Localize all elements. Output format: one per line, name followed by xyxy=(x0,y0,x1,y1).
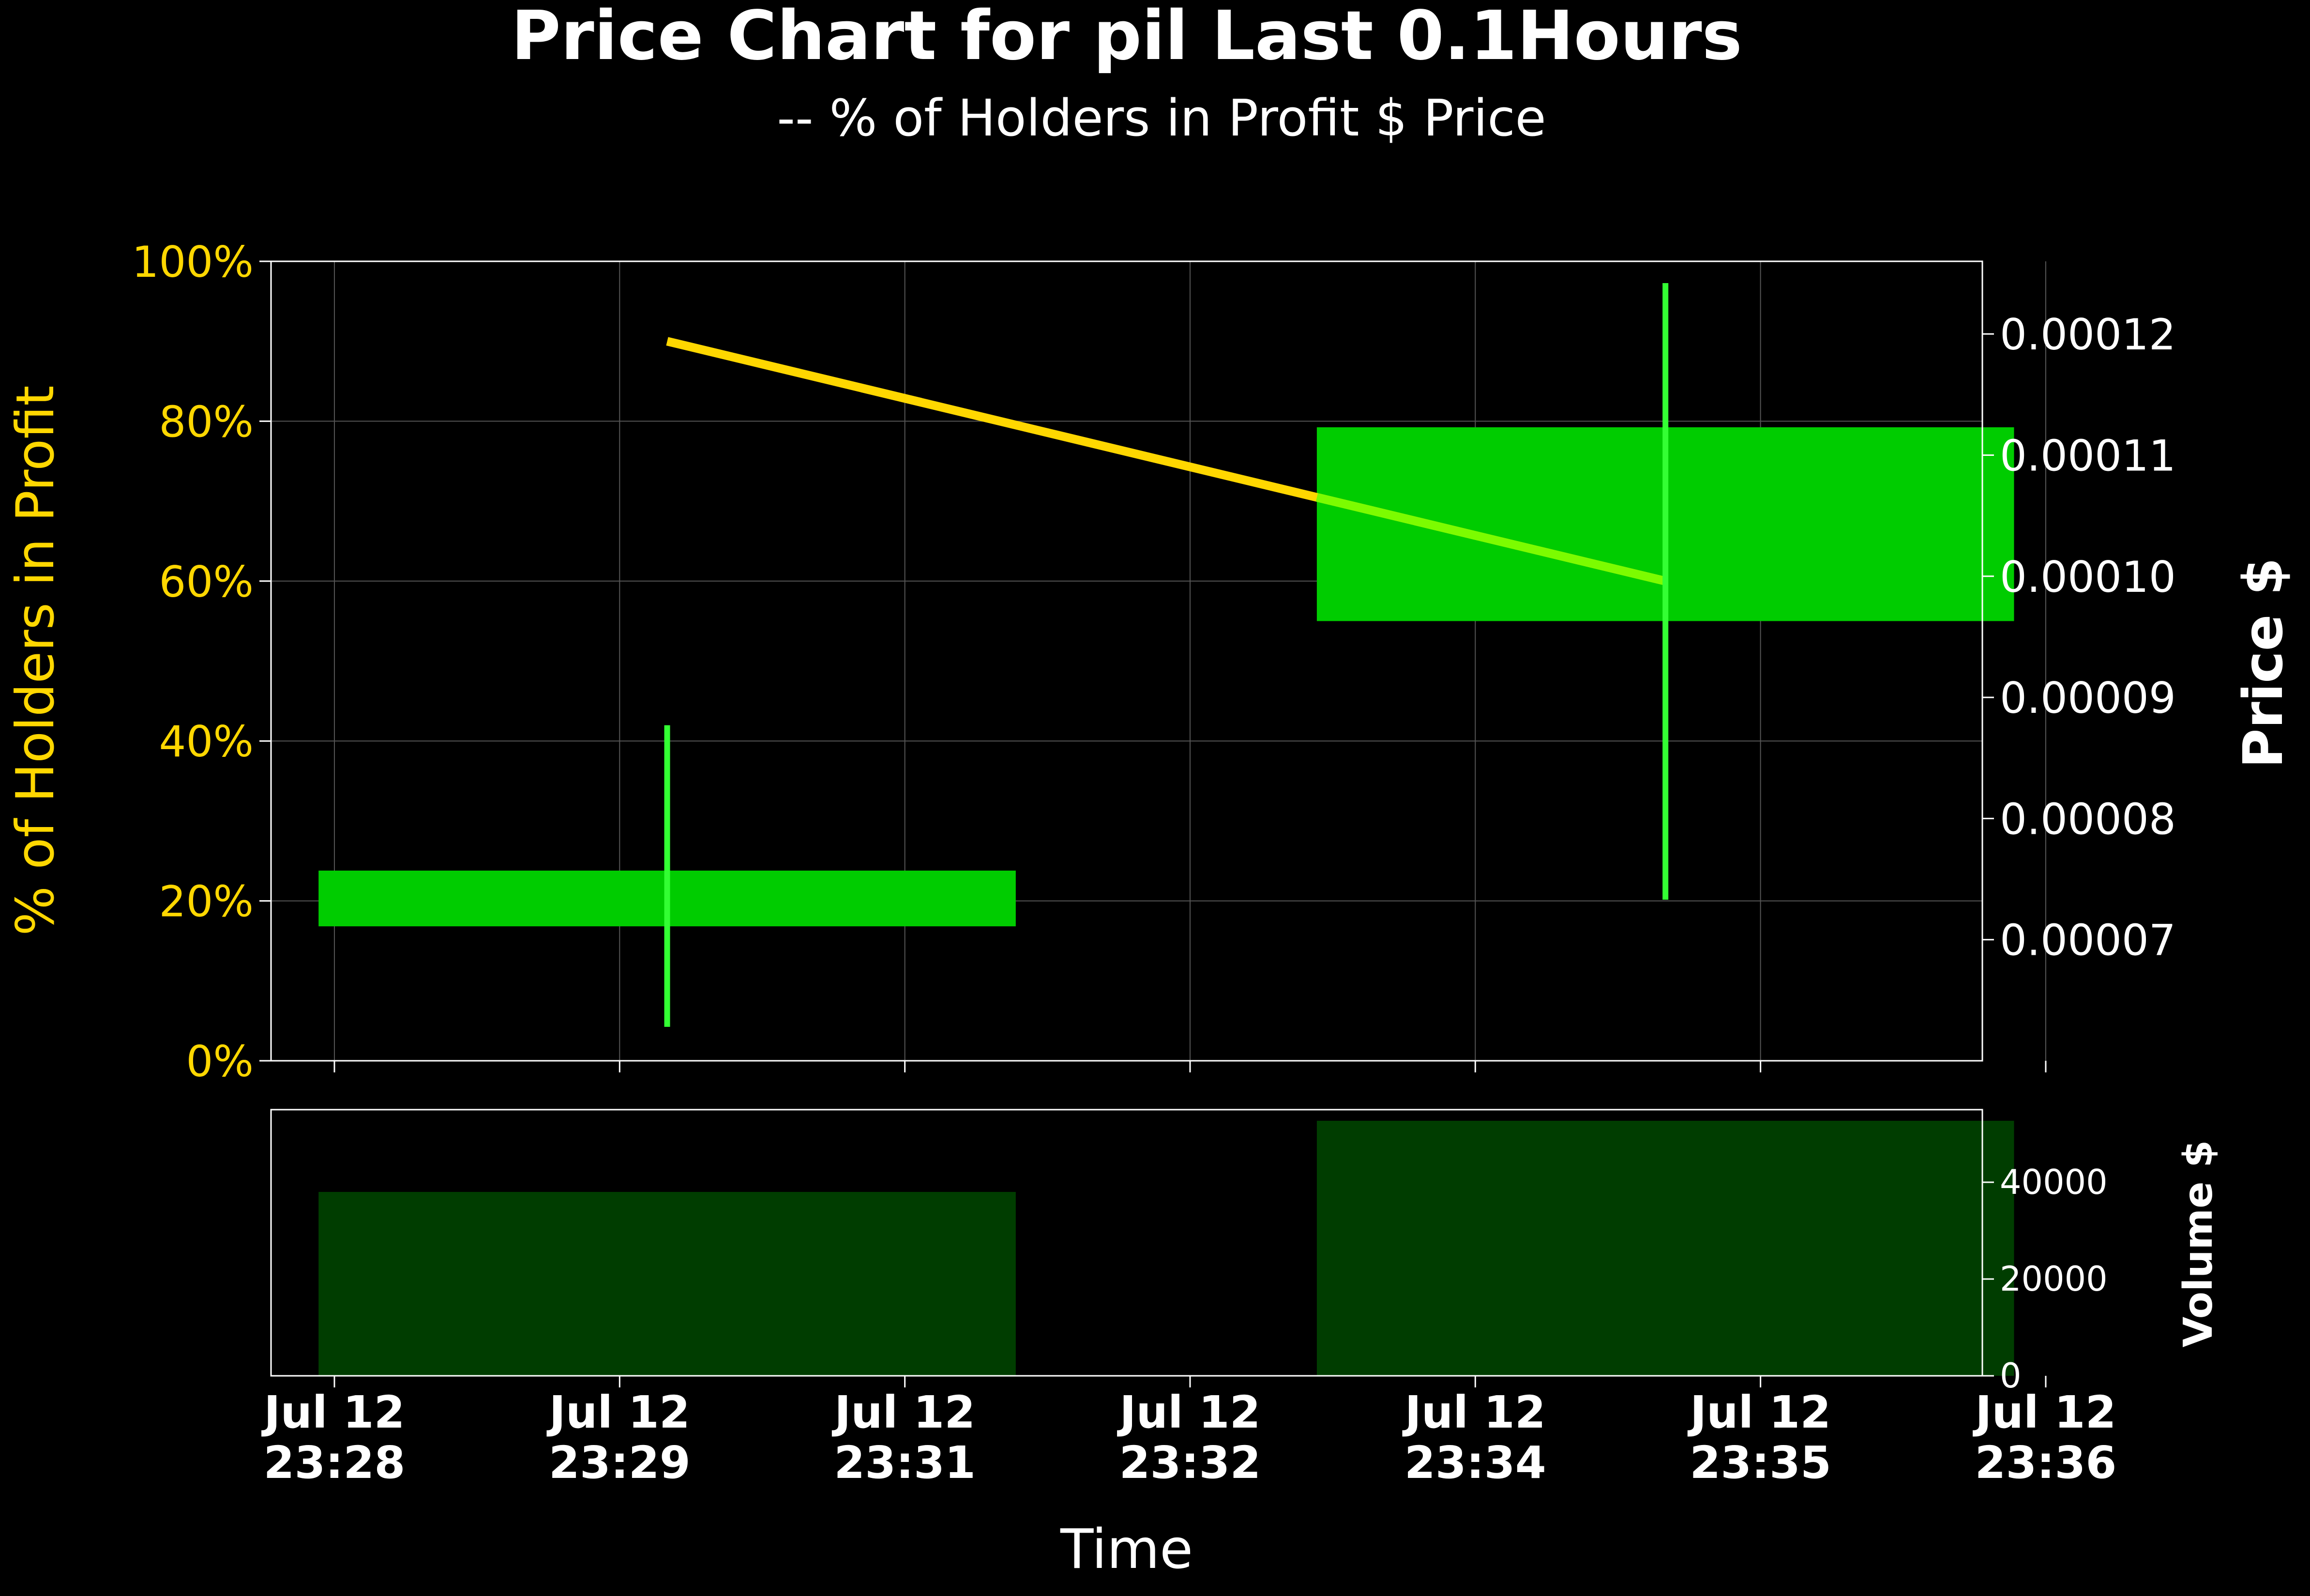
right-tick-label: 0.00010 xyxy=(2000,552,2176,602)
x-tick-label: Jul 12 23:35 xyxy=(1687,1386,1831,1489)
right-tick-label: 0.00009 xyxy=(2000,673,2176,723)
x-tick-label: Jul 12 23:32 xyxy=(1117,1386,1261,1489)
x-tick-label: Jul 12 23:28 xyxy=(261,1386,405,1489)
left-tick-label: 0% xyxy=(186,1037,254,1086)
right-tick-label: 0.00008 xyxy=(2000,794,2176,844)
left-tick-label: 80% xyxy=(159,397,254,447)
chart-subtitle: -- % of Holders in Profit $ Price xyxy=(777,89,1546,148)
axis-ticks: Jul 12 23:28 Jul 12 23:29 Jul 12 23:31 Jul 12 2… xyxy=(132,237,2176,1489)
volume-panel-frame xyxy=(270,1109,1983,1377)
volume-tick-label: 20000 xyxy=(2000,1259,2108,1299)
holders-profit-line-group xyxy=(664,283,1669,1027)
price-panel-frame xyxy=(270,260,1983,1062)
chart-title: Price Chart for pil Last 0.1Hours xyxy=(511,0,1742,75)
volume-bar xyxy=(318,1192,1016,1376)
x-tick-label: Jul 12 23:31 xyxy=(831,1386,976,1489)
volume-tick-label: 0 xyxy=(2000,1356,2022,1396)
x-tick-label: Jul 12 23:34 xyxy=(1402,1386,1546,1489)
left-tick-label: 60% xyxy=(159,557,254,607)
x-axis-label: Time xyxy=(1060,1518,1193,1581)
right-tick-label: 0.00007 xyxy=(2000,916,2176,965)
volume-axis-label: Volume $ xyxy=(2175,1140,2221,1347)
right-tick-label: 0.00011 xyxy=(2000,431,2176,481)
holders-profit-line-overlap xyxy=(1315,493,1667,586)
volume-bar xyxy=(1316,1121,2014,1376)
volume-tick-label: 40000 xyxy=(2000,1162,2108,1202)
volume-bars xyxy=(318,1121,2014,1376)
left-tick-label: 40% xyxy=(159,717,254,767)
left-axis-label: % of Holders in Profit xyxy=(5,385,66,935)
x-tick-label: Jul 12 23:29 xyxy=(546,1386,691,1489)
right-axis-label: Price $ xyxy=(2232,558,2295,768)
left-tick-label: 100% xyxy=(132,237,254,287)
right-tick-label: 0.00012 xyxy=(2000,310,2176,360)
left-tick-label: 20% xyxy=(159,877,254,927)
x-tick-label: Jul 12 23:36 xyxy=(1972,1386,2116,1489)
